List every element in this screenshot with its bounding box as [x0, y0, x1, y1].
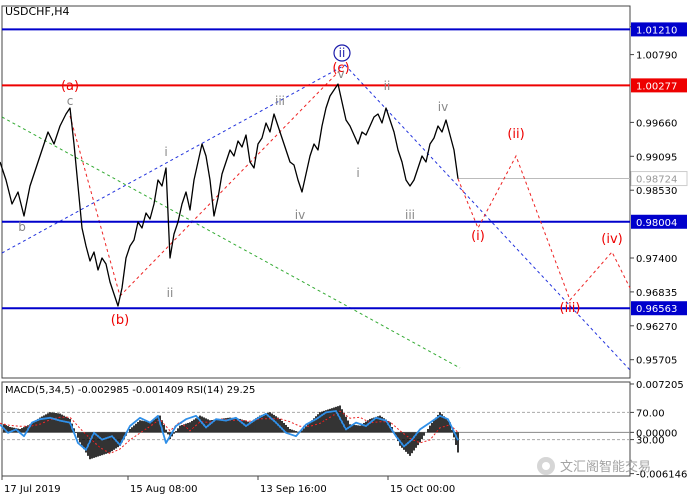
- chart-title: USDCHF,H4: [5, 5, 70, 18]
- wave-label: ii: [384, 79, 391, 93]
- wave-label: (i): [471, 229, 485, 244]
- indicator-tick-label: 0.007205: [636, 380, 684, 391]
- time-tick-label: 15 Aug 08:00: [130, 484, 197, 495]
- indicator-tick-label: 0.00000: [636, 428, 677, 439]
- price-tick-label: 0.96270: [636, 322, 677, 333]
- price-tick-label: 0.99095: [636, 152, 677, 163]
- watermark-icon-inner: [542, 462, 550, 470]
- level-tag-label: 1.01210: [636, 25, 677, 36]
- level-tag: [631, 214, 687, 229]
- current-price-tag: [630, 171, 688, 187]
- price-tick-label: 1.00790: [636, 51, 677, 62]
- wave-label: iv: [295, 208, 305, 222]
- wave-label: ii: [167, 286, 174, 300]
- time-tick-label: 17 Jul 2019: [4, 484, 61, 495]
- wave-a-b-line: [69, 115, 121, 297]
- price-tick-label: 0.96835: [636, 288, 677, 299]
- wave-label: (c): [332, 61, 349, 76]
- time-tick-label: 13 Sep 16:00: [260, 484, 327, 495]
- wave-label: (a): [61, 79, 79, 94]
- channel-line-upper: [1, 64, 346, 254]
- indicator-tick-label: 70.00: [636, 408, 665, 419]
- wave-label-circle: [333, 44, 351, 62]
- rsi-line: [0, 410, 459, 451]
- main-panel: 1.012551.007900.996600.990950.985300.974…: [0, 5, 688, 495]
- level-tag: [631, 22, 687, 37]
- price-line: [0, 83, 459, 307]
- level-tag: [631, 78, 687, 93]
- wave-label: iii: [405, 208, 415, 222]
- time-tick-label: 15 Oct 00:00: [390, 484, 455, 495]
- current-price-label: 0.98724: [636, 175, 677, 186]
- wave-label: i: [356, 166, 359, 180]
- level-tag-label: 1.00277: [636, 81, 677, 92]
- wave-label: iii: [275, 94, 285, 108]
- level-tag-label: 0.98004: [636, 218, 677, 229]
- watermark-text: 文汇阁智能交易: [560, 459, 651, 475]
- price-tick-label: 0.99660: [636, 118, 677, 129]
- wave-label: v: [337, 67, 344, 81]
- wave-label: ii: [339, 46, 346, 60]
- price-tick-label: 0.95705: [636, 356, 677, 367]
- level-tag: [631, 301, 687, 316]
- main-panel-frame: [1, 5, 631, 379]
- wave-label: c: [67, 94, 74, 108]
- wave-label: (iv): [601, 232, 622, 247]
- price-tick-label: 0.97400: [636, 254, 677, 265]
- wave-label: b: [18, 220, 26, 234]
- wave-label: (ii): [507, 127, 524, 142]
- indicator-tick-label: -0.006146: [636, 470, 687, 481]
- indicator-frame: [1, 381, 631, 477]
- level-tag-label: 0.96563: [636, 304, 677, 315]
- wave-label: i: [164, 145, 167, 159]
- price-tick-label: 0.98530: [636, 186, 677, 197]
- wave-label: (b): [111, 313, 129, 328]
- forecast-path: [457, 154, 631, 301]
- indicator-label: MACD(5,34,5) -0.002985 -0.001409 RSI(14)…: [5, 385, 255, 396]
- wave-label: iv: [438, 100, 448, 114]
- watermark: 文汇阁智能交易: [537, 457, 651, 475]
- wave-label: (iii): [560, 301, 581, 316]
- indicator-tick-label: 30.00: [636, 436, 665, 447]
